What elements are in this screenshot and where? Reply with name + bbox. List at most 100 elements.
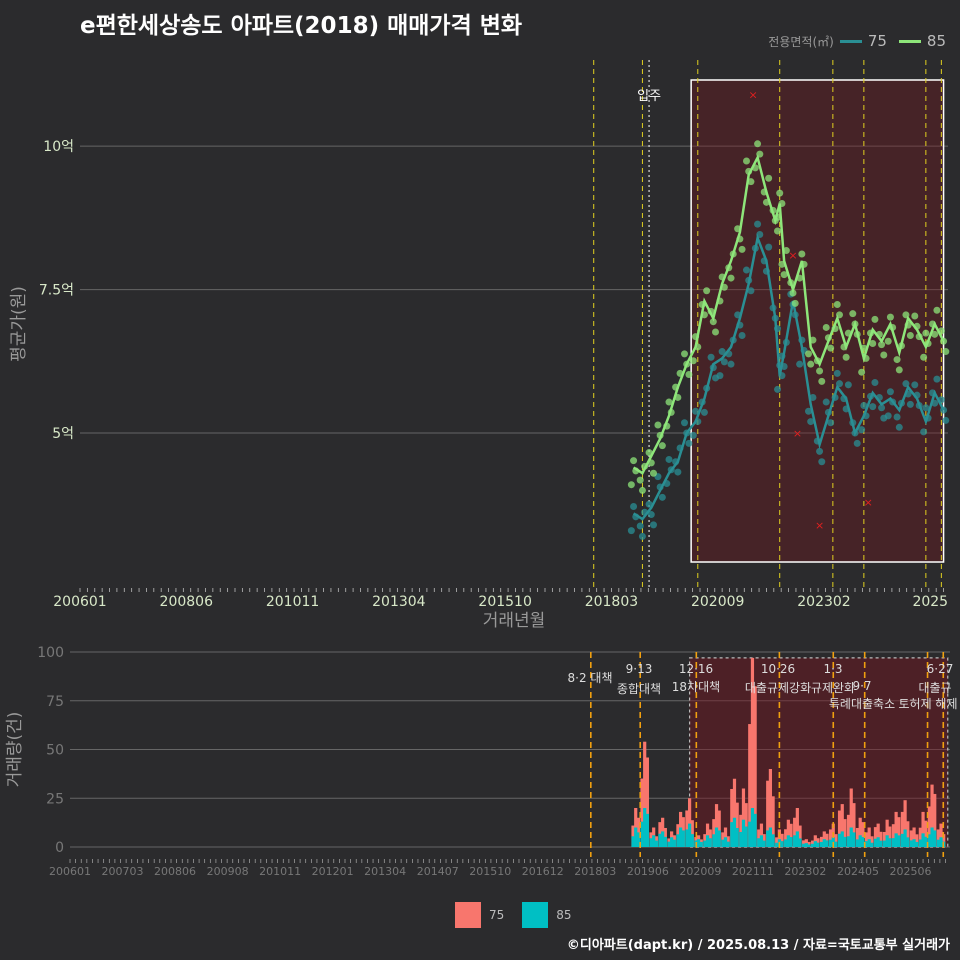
point-75-33-0 xyxy=(911,381,919,389)
bar-85-3-1 xyxy=(661,831,665,847)
bar-85-12-1 xyxy=(741,819,746,847)
bar-85-30-1 xyxy=(903,829,907,847)
bar-75-8-1 xyxy=(705,823,710,847)
point-85-22-2 xyxy=(818,377,826,385)
point-75-22-1 xyxy=(816,447,824,455)
point-75-6-2 xyxy=(685,439,693,447)
vol-x-tick-8: 201510 xyxy=(469,865,511,878)
bar-85-8-1 xyxy=(705,835,710,847)
bar-75-18-0 xyxy=(793,817,797,847)
point-75-4-1 xyxy=(665,455,673,463)
bar-85-10-1 xyxy=(723,837,728,847)
bar-75-14-0 xyxy=(757,829,761,847)
bar-85-24-2 xyxy=(852,832,856,847)
point-75-11-1 xyxy=(727,360,735,368)
point-75-8-1 xyxy=(700,408,708,416)
point-75-27-0 xyxy=(858,426,866,434)
bar-85-6-1 xyxy=(687,823,692,847)
bar-85-30-2 xyxy=(906,837,910,847)
bar-85-17-1 xyxy=(786,835,790,847)
bar-85-11-2 xyxy=(735,827,739,847)
series-line-85 xyxy=(632,154,945,475)
point-85-9-2 xyxy=(712,328,719,336)
vol-x-tick-11: 201906 xyxy=(627,865,669,878)
point-75-7-1 xyxy=(692,407,700,415)
x-tick-label-5: 201803 xyxy=(585,594,638,610)
point-75-0-0 xyxy=(627,527,635,535)
point-75-30-1 xyxy=(886,388,894,396)
point-75-9-0 xyxy=(707,353,715,361)
bar-75-34-2 xyxy=(942,834,946,847)
bar-75-1-2 xyxy=(645,757,649,847)
point-85-29-2 xyxy=(880,351,888,359)
point-75-31-1 xyxy=(895,423,903,431)
point-75-12-2 xyxy=(738,331,746,339)
bar-75-19-2 xyxy=(807,841,811,847)
bar-85-9-0 xyxy=(712,834,716,847)
bar-75-31-1 xyxy=(912,827,916,847)
bar-75-6-2 xyxy=(690,820,694,847)
bar-85-26-0 xyxy=(864,841,869,847)
point-75-13-2 xyxy=(747,287,755,295)
x-axis-title: 거래년월 xyxy=(483,611,546,631)
bar-85-22-2 xyxy=(834,841,838,847)
bar-85-18-0 xyxy=(793,835,797,847)
vol-y-axis-title: 거래량(건) xyxy=(5,712,25,788)
bar-75-30-1 xyxy=(903,800,907,847)
point-85-26-0 xyxy=(849,310,857,318)
bar-85-20-1 xyxy=(813,841,817,847)
x-tick-label-8: 2025 xyxy=(912,594,948,610)
point-85-6-2 xyxy=(685,371,693,379)
bar-75-23-2 xyxy=(843,819,847,847)
x-tick-label-4: 201510 xyxy=(478,594,531,610)
y-tick-label-1: 7.5억 xyxy=(39,283,74,299)
x-tick-label-3: 201304 xyxy=(372,594,426,610)
point-85-27-0 xyxy=(858,368,866,376)
bar-75-34-1 xyxy=(939,823,943,847)
vol-annotation-7: 1·3 xyxy=(823,662,842,676)
bar-85-15-1 xyxy=(768,827,773,847)
bar-75-11-2 xyxy=(735,802,739,847)
point-85-17-1 xyxy=(776,189,784,197)
bar-85-4-0 xyxy=(667,841,671,847)
footer-credit: ©디아파트(dapt.kr) / 2025.08.13 / 자료=국토교통부 실… xyxy=(566,938,950,953)
vol-y-tick-0: 0 xyxy=(55,840,64,856)
point-75-7-0 xyxy=(689,431,697,439)
bar-75-25-1 xyxy=(858,817,862,847)
bar-85-1-0 xyxy=(640,821,644,847)
bar-75-1-0 xyxy=(640,778,644,847)
bar-75-27-1 xyxy=(876,823,880,847)
point-85-35-2 xyxy=(933,306,941,314)
point-85-23-2 xyxy=(827,344,835,352)
point-85-1-0 xyxy=(636,476,644,484)
bar-75-20-2 xyxy=(816,838,820,847)
bar-85-2-2 xyxy=(654,840,658,847)
vol-annotation-4: 18차대책 xyxy=(672,679,720,694)
point-85-21-0 xyxy=(805,350,812,358)
outlier-0: × xyxy=(749,88,758,101)
point-75-21-1 xyxy=(807,418,815,426)
bar-85-19-2 xyxy=(807,844,811,847)
bar-75-24-1 xyxy=(849,788,853,847)
vol-annotation-12: 6·27 xyxy=(927,662,954,676)
bar-75-9-2 xyxy=(717,810,721,847)
point-85-16-2 xyxy=(774,227,781,235)
point-75-24-2 xyxy=(836,380,843,388)
bar-85-10-0 xyxy=(721,839,725,847)
bar-85-21-0 xyxy=(819,841,824,847)
bar-75-6-0 xyxy=(685,810,689,847)
vol-x-tick-15: 202405 xyxy=(837,865,879,878)
point-85-2-2 xyxy=(650,469,657,477)
bar-85-32-2 xyxy=(924,836,928,847)
x-tick-label-0: 200601 xyxy=(53,594,106,610)
y-axis-title: 평균가(원) xyxy=(9,286,29,362)
point-85-25-1 xyxy=(842,353,850,361)
bar-75-11-0 xyxy=(730,788,734,847)
bar-75-33-1 xyxy=(930,784,934,847)
bar-75-9-1 xyxy=(714,804,719,847)
bar-85-21-1 xyxy=(822,839,826,847)
highlight-box xyxy=(690,79,945,563)
bar-75-32-1 xyxy=(921,811,925,847)
bar-75-24-2 xyxy=(852,803,856,847)
bar-85-2-0 xyxy=(649,838,653,847)
